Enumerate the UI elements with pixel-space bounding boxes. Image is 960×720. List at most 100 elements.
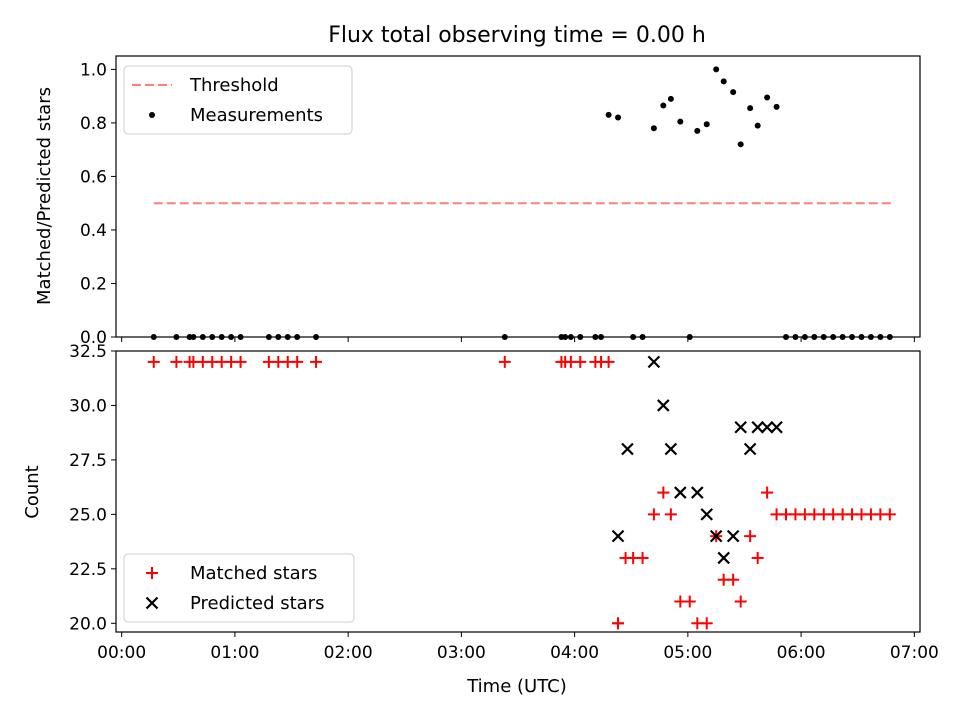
data-point	[694, 127, 701, 134]
x-tick-label: 01:00	[210, 643, 259, 663]
data-point	[751, 551, 764, 564]
x-tick-label: 06:00	[777, 643, 826, 663]
data-point	[747, 105, 754, 112]
data-point	[674, 486, 687, 499]
data-point	[883, 508, 896, 521]
data-point	[294, 334, 301, 340]
data-point	[727, 573, 740, 586]
data-point	[577, 334, 584, 340]
data-point	[150, 334, 157, 340]
data-point	[667, 95, 674, 102]
chart-title: Flux total observing time = 0.00 h	[328, 23, 706, 48]
y-tick-label: 20.0	[69, 614, 107, 634]
data-point	[713, 66, 720, 73]
data-point	[209, 334, 216, 340]
data-point	[877, 334, 884, 340]
data-point	[743, 442, 757, 456]
y-tick-label: 0.0	[80, 328, 107, 348]
data-point	[734, 420, 747, 434]
data-point	[677, 118, 684, 125]
legend-label: Measurements	[190, 105, 323, 126]
data-point	[657, 399, 670, 412]
legend-label: Predicted stars	[190, 593, 324, 614]
data-point	[234, 355, 247, 368]
data-point	[602, 355, 615, 368]
data-point	[636, 551, 649, 564]
data-point	[228, 334, 235, 340]
data-point	[764, 94, 771, 101]
data-point	[839, 334, 846, 340]
data-point	[147, 355, 160, 368]
data-point	[567, 334, 574, 340]
data-point	[751, 420, 764, 434]
data-point	[647, 508, 660, 521]
data-point	[783, 334, 789, 340]
legend-key-dot	[149, 112, 155, 118]
y-tick-label: 22.5	[69, 560, 107, 580]
legend-box	[123, 65, 353, 135]
data-point	[237, 334, 244, 340]
y-tick-label: 32.5	[69, 342, 107, 362]
y-tick-label: 0.4	[80, 221, 107, 241]
data-point	[770, 420, 783, 434]
x-tick-label: 07:00	[890, 643, 939, 663]
data-point	[615, 114, 622, 121]
legend: Threshold Measurements	[123, 65, 353, 135]
data-point	[660, 102, 667, 109]
data-point	[849, 334, 856, 340]
series-matched-stars	[147, 355, 896, 630]
x-tick-label: 05:00	[663, 643, 712, 663]
data-point	[703, 121, 710, 128]
x-tick-label: 04:00	[550, 643, 599, 663]
y-tick-label: 30.0	[69, 396, 107, 416]
data-point	[592, 334, 599, 340]
legend-key-x	[145, 596, 159, 610]
data-point	[730, 89, 737, 96]
series-measurements	[150, 66, 893, 340]
data-point	[726, 529, 740, 543]
data-point	[501, 334, 508, 340]
y-tick-label: 0.6	[80, 167, 107, 187]
bottom-y-axis-label: Count	[22, 465, 43, 518]
data-point	[647, 355, 661, 369]
data-point	[313, 334, 320, 340]
data-point	[173, 334, 180, 340]
data-point	[199, 334, 206, 340]
data-point	[611, 529, 625, 543]
data-point	[683, 595, 696, 608]
data-point	[284, 334, 291, 340]
data-point	[820, 334, 827, 340]
data-point	[830, 334, 837, 340]
data-point	[686, 334, 693, 340]
data-point	[598, 334, 605, 340]
data-point	[886, 334, 893, 340]
data-point	[621, 442, 634, 456]
legend-label: Matched stars	[190, 563, 317, 584]
x-tick-label: 00:00	[97, 643, 146, 663]
data-point	[754, 122, 761, 129]
data-point	[664, 508, 677, 521]
data-point	[700, 508, 714, 521]
x-tick-label: 02:00	[324, 643, 373, 663]
y-tick-label: 1.0	[80, 60, 107, 80]
data-point	[657, 486, 670, 499]
data-point	[761, 486, 774, 499]
data-point	[310, 355, 323, 368]
legend: Matched stars Predicted stars	[123, 553, 355, 623]
data-point	[801, 334, 808, 340]
data-point	[605, 111, 612, 118]
y-tick-label: 0.2	[80, 274, 107, 294]
data-point	[639, 334, 646, 340]
bottom-panel: 20.0 22.5 25.0 27.5 30.0 32.5 00:00 01:00 02:00 0…	[69, 342, 939, 663]
data-point	[574, 355, 587, 368]
data-point	[664, 442, 678, 456]
series-predicted-stars	[611, 355, 783, 565]
data-point	[218, 334, 225, 340]
legend-box	[123, 553, 355, 623]
data-point	[760, 420, 774, 434]
data-point	[858, 334, 865, 340]
data-point	[737, 141, 744, 148]
data-point	[744, 530, 757, 543]
data-point	[498, 355, 511, 368]
